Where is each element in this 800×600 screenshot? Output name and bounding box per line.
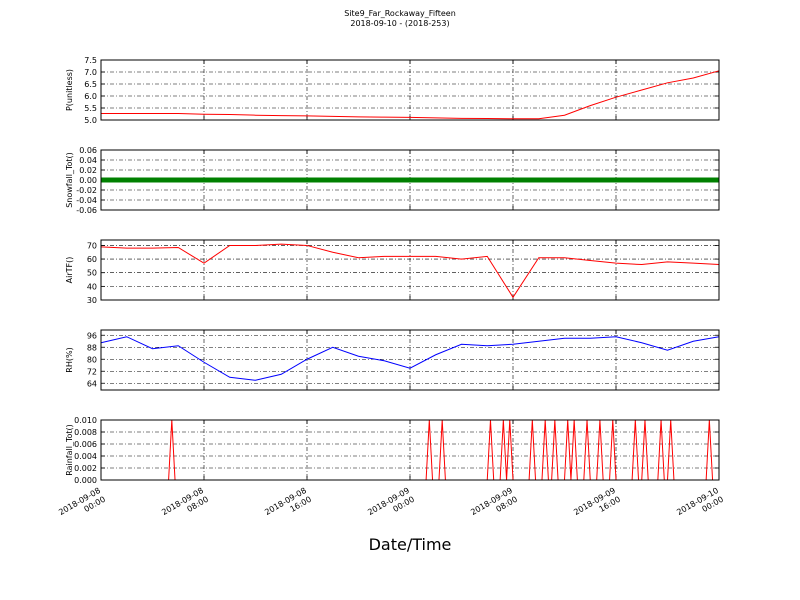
y-tick-label: 96 bbox=[87, 331, 97, 340]
y-tick-label: -0.06 bbox=[76, 206, 97, 215]
y-tick-label: 0.008 bbox=[74, 428, 97, 437]
y-tick-label: 0.000 bbox=[74, 476, 97, 485]
plot-frame bbox=[100, 329, 720, 391]
y-tick-label: 72 bbox=[87, 367, 97, 376]
y-tick-label: 6.5 bbox=[84, 80, 97, 89]
y-axis-label: P(unitless) bbox=[65, 69, 74, 111]
x-tick-label: 2018-09-08 08:00 bbox=[160, 486, 210, 526]
x-tick-label: 2018-09-09 16:00 bbox=[572, 486, 622, 526]
y-axis-label: AirTF() bbox=[65, 257, 74, 284]
x-tick-label: 2018-09-10 00:00 bbox=[675, 486, 725, 526]
plot-frame bbox=[100, 419, 720, 481]
x-axis-label: Date/Time bbox=[369, 535, 452, 554]
chart-subtitle: 2018-09-10 - (2018-253) bbox=[350, 19, 449, 28]
y-tick-label: 0.02 bbox=[79, 166, 97, 175]
y-tick-label: 60 bbox=[87, 255, 97, 264]
y-tick-label: 0.00 bbox=[79, 176, 97, 185]
plot-frame bbox=[100, 149, 720, 211]
y-axis-label: RH(%) bbox=[65, 347, 74, 372]
x-tick-label: 2018-09-09 08:00 bbox=[469, 486, 519, 526]
y-tick-label: 0.004 bbox=[74, 452, 97, 461]
y-tick-label: 7.5 bbox=[84, 56, 97, 65]
chart-title: Site9_Far_Rockaway_Fifteen bbox=[344, 9, 456, 18]
y-tick-label: 0.010 bbox=[74, 416, 97, 425]
x-tick-label: 2018-09-08 16:00 bbox=[263, 486, 313, 526]
y-tick-label: 5.5 bbox=[84, 104, 97, 113]
y-tick-label: -0.04 bbox=[76, 196, 97, 205]
data-line bbox=[100, 243, 720, 299]
y-tick-label: 0.002 bbox=[74, 464, 97, 473]
y-tick-label: 7.0 bbox=[84, 68, 97, 77]
y-tick-label: 80 bbox=[87, 355, 97, 364]
y-tick-label: 88 bbox=[87, 343, 97, 352]
y-tick-label: 0.04 bbox=[79, 156, 97, 165]
y-tick-label: 40 bbox=[87, 282, 97, 291]
y-tick-label: 0.006 bbox=[74, 440, 97, 449]
y-tick-label: 70 bbox=[87, 241, 97, 250]
y-tick-label: 5.0 bbox=[84, 116, 97, 125]
y-tick-label: 50 bbox=[87, 269, 97, 278]
plot-frame bbox=[100, 59, 720, 121]
data-line bbox=[100, 336, 720, 381]
y-tick-label: 30 bbox=[87, 296, 97, 305]
y-tick-label: 6.0 bbox=[84, 92, 97, 101]
y-tick-label: -0.02 bbox=[76, 186, 97, 195]
plot-frame bbox=[100, 239, 720, 301]
y-axis-label: Rainfall_Tot() bbox=[65, 424, 74, 476]
y-tick-label: 64 bbox=[87, 379, 97, 388]
x-tick-label: 2018-09-08 00:00 bbox=[57, 486, 107, 526]
y-axis-label: Snowfall_Tot() bbox=[65, 152, 74, 208]
y-tick-label: 0.06 bbox=[79, 146, 97, 155]
data-line bbox=[101, 70, 720, 120]
x-tick-label: 2018-09-09 00:00 bbox=[366, 486, 416, 526]
